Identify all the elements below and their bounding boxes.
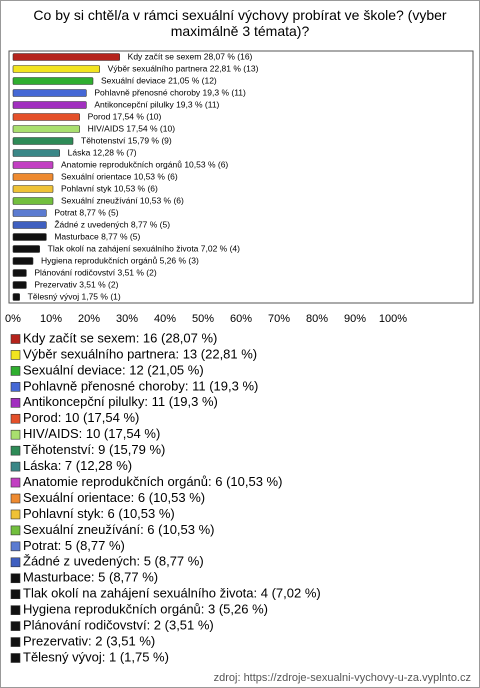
bar <box>12 245 40 253</box>
legend-swatch <box>10 334 21 344</box>
legend-swatch <box>10 413 21 424</box>
value-label: Prezervativ 3,51 % (2) <box>34 279 118 289</box>
value-label: HIV/AIDS 17,54 % (10) <box>88 123 176 133</box>
legend-swatch <box>10 621 21 631</box>
x-tick-label: 100% <box>379 313 407 325</box>
legend-swatch <box>10 541 21 552</box>
legend-label: Těhotenství: 9 (15,79 %) <box>23 442 165 457</box>
legend-label: Tlak okolí na zahájení sexuálního života… <box>23 586 321 601</box>
legend-label: Porod: 10 (17,54 %) <box>23 410 139 425</box>
legend-swatch <box>10 382 21 392</box>
legend-label: Žádné z uvedených: 5 (8,77 %) <box>23 554 204 569</box>
x-tick-label: 30% <box>116 313 138 325</box>
bar <box>12 113 80 121</box>
bar <box>12 281 27 289</box>
value-label: Pohlavně přenosné choroby 19,3 % (11) <box>94 87 246 97</box>
value-label: Výběr sexuálního partnera 22,81 % (13) <box>108 63 259 73</box>
legend-swatch <box>10 637 21 647</box>
legend-swatch <box>10 445 21 456</box>
legend-swatch <box>10 605 21 615</box>
legend-label: Sexuální zneužívání: 6 (10,53 %) <box>23 522 215 537</box>
bar <box>12 125 80 133</box>
legend-swatch <box>10 397 21 408</box>
x-tick-label: 70% <box>268 313 290 325</box>
x-tick-label: 50% <box>192 313 214 325</box>
bar <box>12 137 74 145</box>
legend-swatch <box>10 366 21 376</box>
value-label: Anatomie reprodukčních orgánů 10,53 % (6… <box>61 159 228 169</box>
legend-label: Anatomie reprodukčních orgánů: 6 (10,53 … <box>23 474 282 489</box>
bar <box>12 101 87 109</box>
value-label: Potrat 8,77 % (5) <box>54 207 118 217</box>
value-label: Pohlavní styk 10,53 % (6) <box>61 183 158 193</box>
value-label: Tlak okolí na zahájení sexuálního života… <box>48 243 240 253</box>
bar <box>12 89 87 97</box>
legend-label: Plánování rodičovství: 2 (3,51 %) <box>23 618 214 633</box>
legend-swatch <box>10 525 21 536</box>
legend-label: Antikoncepční pilulky: 11 (19,3 %) <box>23 394 218 409</box>
legend-label: Pohlavně přenosné choroby: 11 (19,3 %) <box>23 378 258 393</box>
x-tick-label: 0% <box>5 313 21 325</box>
x-tick-label: 90% <box>344 313 366 325</box>
legend-swatch <box>10 589 21 600</box>
legend-label: Sexuální deviace: 12 (21,05 %) <box>23 362 204 377</box>
value-label: Sexuální zneužívání 10,53 % (6) <box>61 195 184 205</box>
bar <box>12 221 47 229</box>
legend-swatch <box>10 573 21 584</box>
bar <box>12 149 60 157</box>
value-label: Porod 17,54 % (10) <box>88 111 162 121</box>
legend-label: Výběr sexuálního partnera: 13 (22,81 %) <box>23 346 257 361</box>
value-label: Těhotenství 15,79 % (9) <box>81 135 172 145</box>
bar <box>12 173 54 181</box>
legend-swatch <box>10 429 21 440</box>
value-label: Láska 12,28 % (7) <box>68 147 137 157</box>
x-tick-label: 20% <box>78 313 100 325</box>
bar <box>12 161 54 169</box>
bar <box>12 185 54 193</box>
legend-swatch <box>10 653 21 663</box>
legend-label: Tělesný vývoj: 1 (1,75 %) <box>23 649 169 664</box>
legend-label: Hygiena reprodukčních orgánů: 3 (5,26 %) <box>23 602 268 617</box>
legend-swatch <box>10 477 21 488</box>
value-label: Žádné z uvedených 8,77 % (5) <box>54 219 170 229</box>
bar <box>12 77 94 85</box>
bar <box>12 233 47 241</box>
value-label: Tělesný vývoj 1,75 % (1) <box>28 291 121 301</box>
value-label: Sexuální deviace 21,05 % (12) <box>101 75 217 85</box>
legend-swatch <box>10 509 21 520</box>
bar <box>12 269 27 277</box>
value-label: Masturbace 8,77 % (5) <box>54 231 140 241</box>
bar <box>12 209 47 217</box>
value-label: Plánování rodičovství 3,51 % (2) <box>34 267 157 277</box>
bar <box>12 197 54 205</box>
x-tick-label: 60% <box>230 313 252 325</box>
legend-swatch <box>10 493 21 504</box>
source: zdroj: https://zdroje-sexualni-vychovy-u… <box>214 672 471 684</box>
legend-label: Kdy začít se sexem: 16 (28,07 %) <box>23 330 217 345</box>
bar <box>12 257 34 265</box>
legend-label: Sexuální orientace: 6 (10,53 %) <box>23 490 205 505</box>
legend-swatch <box>10 461 21 472</box>
legend-label: Láska: 7 (12,28 %) <box>23 458 132 473</box>
value-label: Hygiena reprodukčních orgánů 5,26 % (3) <box>41 255 199 265</box>
value-label: Kdy začít se sexem 28,07 % (16) <box>128 51 253 61</box>
bar <box>12 293 20 301</box>
value-label: Sexuální orientace 10,53 % (6) <box>61 171 178 181</box>
bar <box>12 65 100 73</box>
legend-label: Pohlavní styk: 6 (10,53 %) <box>23 506 175 521</box>
legend-label: Masturbace: 5 (8,77 %) <box>23 570 158 585</box>
x-tick-label: 40% <box>154 313 176 325</box>
x-tick-label: 80% <box>306 313 328 325</box>
legend-swatch <box>10 557 21 568</box>
chart-title: Co by si chtěl/a v rámci sexuální výchov… <box>33 7 447 39</box>
legend-label: HIV/AIDS: 10 (17,54 %) <box>23 426 160 441</box>
value-label: Antikoncepční pilulky 19,3 % (11) <box>94 99 219 109</box>
x-tick-label: 10% <box>40 313 62 325</box>
legend-swatch <box>10 350 21 360</box>
legend-label: Potrat: 5 (8,77 %) <box>23 538 125 553</box>
legend-label: Prezervativ: 2 (3,51 %) <box>23 633 155 648</box>
bar <box>12 53 120 61</box>
